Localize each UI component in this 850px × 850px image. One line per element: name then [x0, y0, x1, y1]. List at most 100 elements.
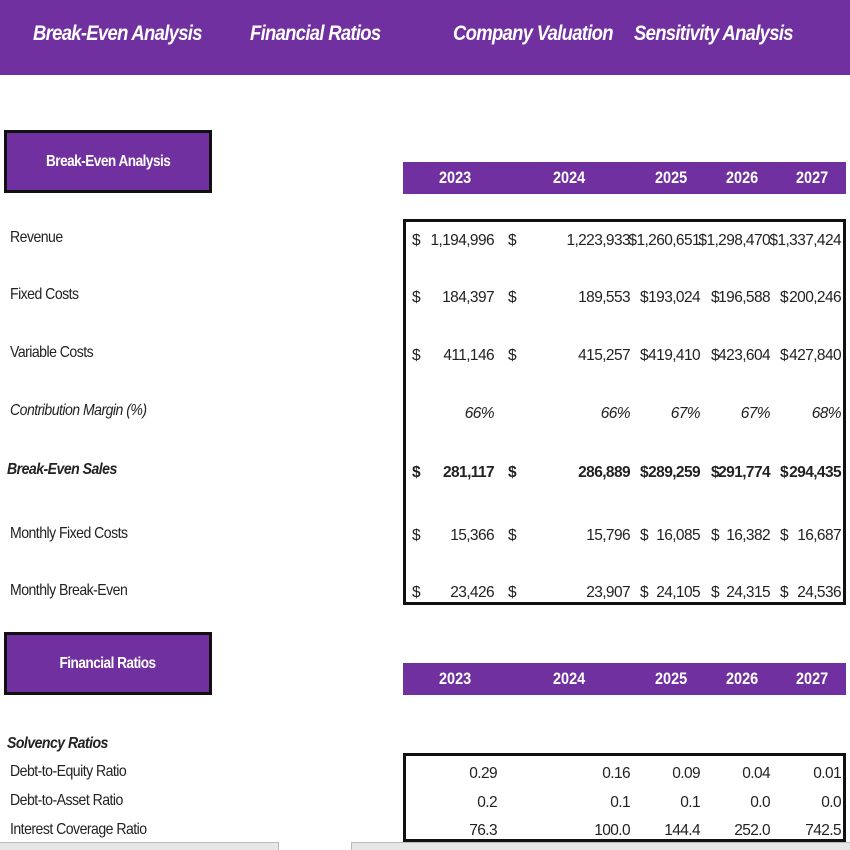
top-navigation-bar: Break-Even Analysis Financial Ratios Com…: [0, 0, 850, 75]
nav-financial-ratios[interactable]: Financial Ratios: [250, 22, 381, 45]
currency-symbol: $: [711, 464, 720, 481]
row-label-fixed-costs: Fixed Costs: [10, 286, 79, 303]
cell-debt-to-asset-2026[interactable]: 0.0: [750, 794, 770, 811]
cell-debt-to-asset-2024[interactable]: 0.1: [610, 794, 630, 811]
year-header-2024: 2024: [553, 669, 586, 688]
cell-monthly-break-even-2027[interactable]: 24,536: [797, 584, 841, 601]
cell-monthly-fixed-costs-2026[interactable]: 16,382: [726, 527, 770, 544]
cell-monthly-break-even-2024[interactable]: 23,907: [586, 584, 630, 601]
cell-interest-coverage-2027[interactable]: 742.5: [805, 822, 841, 839]
cell-debt-to-asset-2027[interactable]: 0.0: [821, 794, 841, 811]
year-header-2023: 2023: [439, 669, 472, 688]
nav-sensitivity-analysis[interactable]: Sensitivity Analysis: [634, 22, 794, 45]
currency-symbol: $: [711, 584, 720, 601]
break-even-data-table: $ 1,194,996 $ 1,223,933 $1,260,651 $1,29…: [403, 219, 846, 605]
year-header-2025: 2025: [655, 168, 688, 187]
currency-symbol: $: [780, 464, 789, 481]
cell-break-even-sales-2025[interactable]: 289,259: [648, 464, 700, 481]
cell-fixed-costs-2025[interactable]: 193,024: [648, 289, 700, 306]
currency-symbol: $: [508, 584, 517, 601]
cell-interest-coverage-2023[interactable]: 76.3: [469, 822, 497, 839]
cell-variable-costs-2026[interactable]: 423,604: [718, 347, 770, 364]
cell-fixed-costs-2023[interactable]: 184,397: [442, 289, 494, 306]
currency-symbol: $: [711, 527, 720, 544]
year-header-2026: 2026: [726, 168, 759, 187]
currency-symbol: $: [508, 347, 517, 364]
cell-revenue-2026[interactable]: $1,298,470: [698, 232, 770, 249]
cell-break-even-sales-2023[interactable]: 281,117: [443, 464, 495, 481]
cell-monthly-break-even-2026[interactable]: 24,315: [726, 584, 770, 601]
row-label-debt-to-equity: Debt-to-Equity Ratio: [10, 763, 127, 780]
cell-debt-to-equity-2025[interactable]: 0.09: [672, 765, 700, 782]
break-even-year-header: 2023 2024 2025 2026 2027: [403, 162, 846, 194]
currency-symbol: $: [780, 347, 789, 364]
nav-company-valuation[interactable]: Company Valuation: [453, 22, 614, 45]
financial-ratios-button[interactable]: Financial Ratios: [4, 632, 212, 695]
cell-fixed-costs-2026[interactable]: 196,588: [718, 289, 770, 306]
row-label-monthly-fixed-costs: Monthly Fixed Costs: [10, 525, 128, 542]
row-label-variable-costs: Variable Costs: [10, 344, 94, 361]
cell-fixed-costs-2024[interactable]: 189,553: [578, 289, 630, 306]
cell-interest-coverage-2024[interactable]: 100.0: [594, 822, 630, 839]
cell-variable-costs-2024[interactable]: 415,257: [578, 347, 630, 364]
cell-contribution-margin-2024[interactable]: 66%: [600, 405, 631, 422]
row-label-revenue: Revenue: [10, 229, 63, 246]
cell-revenue-2023[interactable]: 1,194,996: [430, 232, 494, 249]
cell-debt-to-equity-2027[interactable]: 0.01: [813, 765, 841, 782]
currency-symbol: $: [640, 347, 649, 364]
nav-break-even-analysis[interactable]: Break-Even Analysis: [33, 22, 202, 45]
cell-monthly-fixed-costs-2025[interactable]: 16,085: [656, 527, 700, 544]
currency-symbol: $: [780, 289, 789, 306]
cell-debt-to-equity-2023[interactable]: 0.29: [469, 765, 497, 782]
cell-break-even-sales-2027[interactable]: 294,435: [789, 464, 841, 481]
currency-symbol: $: [412, 464, 421, 481]
currency-symbol: $: [508, 232, 517, 249]
cell-fixed-costs-2027[interactable]: 200,246: [789, 289, 841, 306]
currency-symbol: $: [412, 347, 421, 364]
cell-contribution-margin-2023[interactable]: 66%: [464, 405, 495, 422]
year-header-2027: 2027: [796, 168, 829, 187]
row-label-debt-to-asset: Debt-to-Asset Ratio: [10, 792, 123, 809]
currency-symbol: $: [412, 584, 421, 601]
cell-contribution-margin-2026[interactable]: 67%: [740, 405, 771, 422]
cell-break-even-sales-2024[interactable]: 286,889: [578, 464, 630, 481]
cell-monthly-fixed-costs-2024[interactable]: 15,796: [586, 527, 630, 544]
financial-ratios-button-label: Financial Ratios: [59, 654, 157, 672]
cell-break-even-sales-2026[interactable]: 291,774: [718, 464, 770, 481]
cell-interest-coverage-2026[interactable]: 252.0: [734, 822, 770, 839]
cell-debt-to-equity-2024[interactable]: 0.16: [602, 765, 630, 782]
cell-revenue-2024[interactable]: 1,223,933: [566, 232, 630, 249]
currency-symbol: $: [508, 527, 517, 544]
financial-ratios-year-header: 2023 2024 2025 2026 2027: [403, 663, 846, 695]
active-sheet-tab[interactable]: [278, 842, 352, 850]
cell-contribution-margin-2027[interactable]: 68%: [811, 405, 842, 422]
cell-monthly-fixed-costs-2023[interactable]: 15,366: [450, 527, 494, 544]
row-label-interest-coverage: Interest Coverage Ratio: [10, 821, 147, 838]
currency-symbol: $: [780, 584, 789, 601]
row-label-monthly-break-even: Monthly Break-Even: [10, 582, 128, 599]
row-label-break-even-sales: Break-Even Sales: [7, 461, 117, 478]
cell-debt-to-asset-2025[interactable]: 0.1: [680, 794, 700, 811]
currency-symbol: $: [640, 527, 649, 544]
cell-variable-costs-2027[interactable]: 427,840: [789, 347, 841, 364]
currency-symbol: $: [711, 347, 720, 364]
cell-interest-coverage-2025[interactable]: 144.4: [664, 822, 700, 839]
currency-symbol: $: [508, 464, 517, 481]
cell-variable-costs-2025[interactable]: 419,410: [648, 347, 700, 364]
year-header-2023: 2023: [439, 168, 472, 187]
currency-symbol: $: [640, 584, 649, 601]
currency-symbol: $: [640, 464, 649, 481]
cell-monthly-break-even-2023[interactable]: 23,426: [450, 584, 494, 601]
cell-revenue-2027[interactable]: $1,337,424: [769, 232, 841, 249]
cell-debt-to-equity-2026[interactable]: 0.04: [742, 765, 770, 782]
cell-monthly-fixed-costs-2027[interactable]: 16,687: [797, 527, 841, 544]
currency-symbol: $: [640, 289, 649, 306]
cell-contribution-margin-2025[interactable]: 67%: [670, 405, 701, 422]
cell-variable-costs-2023[interactable]: 411,146: [443, 347, 494, 364]
year-header-2024: 2024: [553, 168, 586, 187]
cell-monthly-break-even-2025[interactable]: 24,105: [656, 584, 700, 601]
cell-debt-to-asset-2023[interactable]: 0.2: [477, 794, 497, 811]
cell-revenue-2025[interactable]: $1,260,651: [628, 232, 700, 249]
currency-symbol: $: [780, 527, 789, 544]
break-even-analysis-button[interactable]: Break-Even Analysis: [4, 130, 212, 193]
